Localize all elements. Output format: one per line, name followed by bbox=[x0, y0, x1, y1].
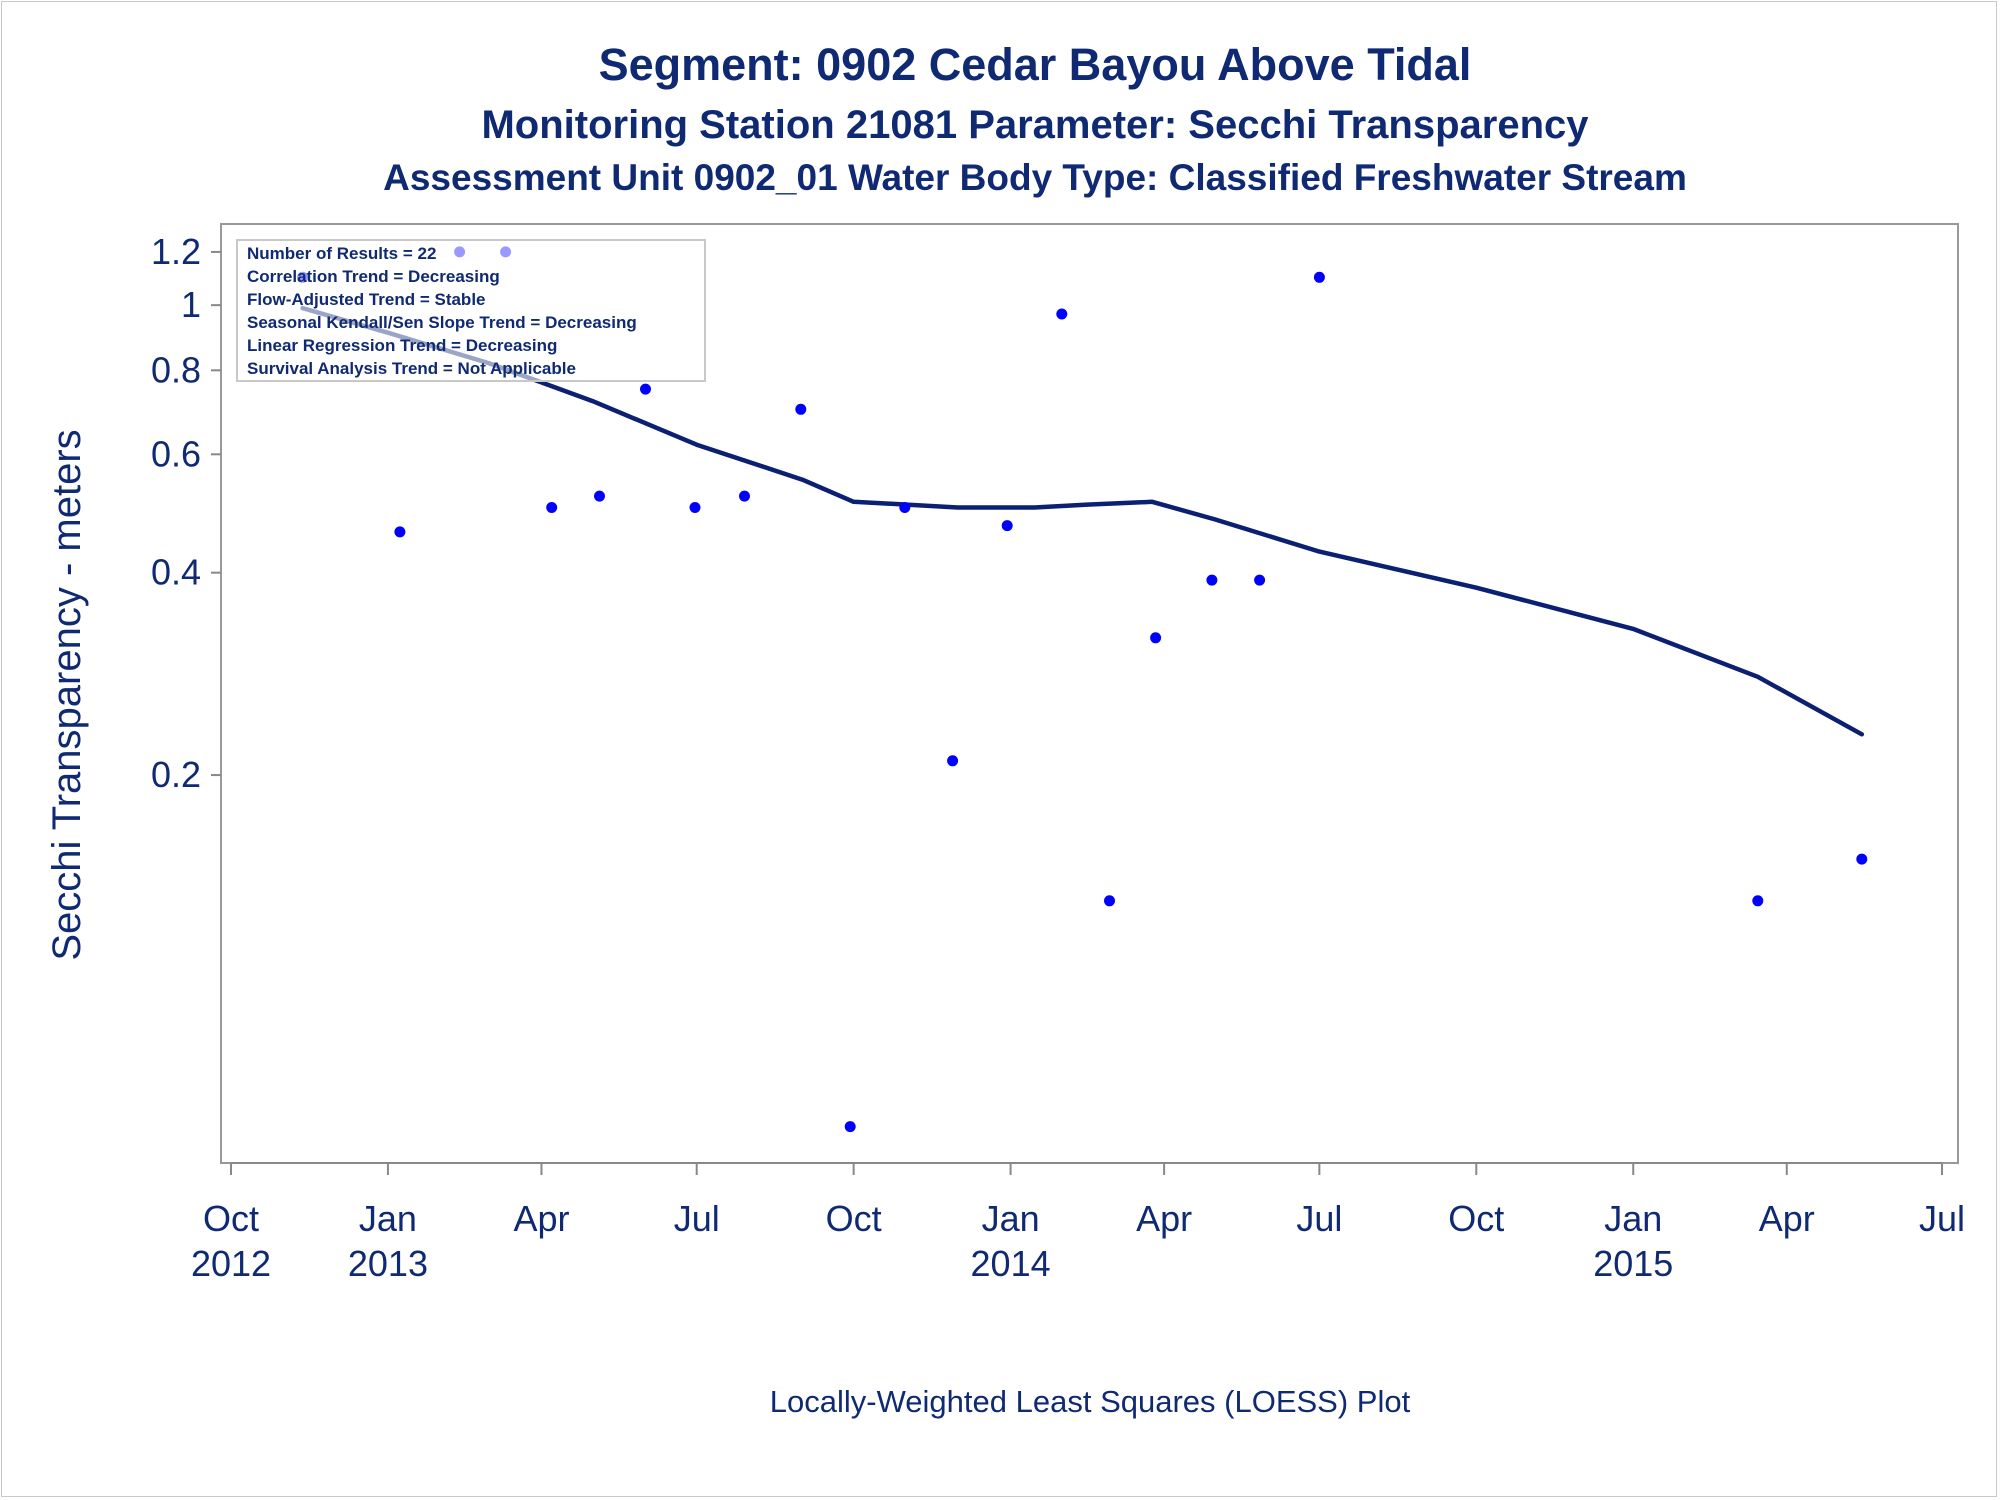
x-tick-label: Jul bbox=[1919, 1198, 1965, 1239]
y-tick-label: 1 bbox=[181, 284, 201, 325]
x-tick-year-label: 2013 bbox=[348, 1243, 428, 1284]
data-point bbox=[1856, 853, 1868, 865]
data-point bbox=[1056, 308, 1068, 320]
x-tick-year-label: 2012 bbox=[191, 1243, 271, 1284]
x-tick-label: Jan bbox=[359, 1198, 417, 1239]
y-tick-label: 0.8 bbox=[151, 349, 201, 390]
data-point bbox=[394, 526, 406, 538]
data-point bbox=[1150, 632, 1162, 644]
trend-legend-line: Seasonal Kendall/Sen Slope Trend = Decre… bbox=[247, 313, 637, 332]
x-tick-label: Jan bbox=[1604, 1198, 1662, 1239]
data-point bbox=[1752, 895, 1764, 907]
x-tick-label: Oct bbox=[826, 1198, 882, 1239]
trend-legend-line: Linear Regression Trend = Decreasing bbox=[247, 336, 557, 355]
x-tick-label: Apr bbox=[513, 1198, 569, 1239]
x-tick-year-label: 2014 bbox=[971, 1243, 1051, 1284]
x-tick-label: Apr bbox=[1759, 1198, 1815, 1239]
chart-footnote: Locally-Weighted Least Squares (LOESS) P… bbox=[770, 1384, 1411, 1419]
y-tick-label: 0.2 bbox=[151, 754, 201, 795]
trend-legend-box bbox=[236, 239, 706, 382]
data-point bbox=[1001, 520, 1013, 532]
data-point bbox=[1313, 271, 1325, 283]
data-point bbox=[739, 490, 750, 502]
x-tick-label: Apr bbox=[1136, 1198, 1192, 1239]
x-tick-label: Jul bbox=[674, 1198, 720, 1239]
data-point bbox=[594, 490, 605, 502]
y-axis: 1.2 1 0.8 0.6 0.4 0.2 bbox=[151, 231, 221, 795]
trend-legend-line: Survival Analysis Trend = Not Applicable bbox=[247, 359, 576, 378]
y-tick-label: 0.4 bbox=[151, 552, 201, 593]
loess-curve bbox=[300, 305, 1865, 737]
data-point bbox=[844, 1121, 856, 1133]
y-axis-title: Secchi Transparency - meters bbox=[45, 429, 89, 960]
chart-title: Segment: 0902 Cedar Bayou Above Tidal bbox=[599, 39, 1472, 90]
trend-legend: Number of Results = 22 Correlation Trend … bbox=[236, 239, 706, 382]
chart-subtitle: Monitoring Station 21081 Parameter: Secc… bbox=[481, 103, 1589, 147]
trend-legend-line: Number of Results = 22 bbox=[247, 244, 436, 263]
x-tick-label: Jul bbox=[1296, 1198, 1342, 1239]
data-point bbox=[795, 403, 807, 415]
data-point bbox=[546, 502, 558, 513]
x-tick-label: Jan bbox=[982, 1198, 1040, 1239]
data-point bbox=[640, 383, 651, 395]
data-point bbox=[947, 755, 959, 767]
trend-legend-line: Flow-Adjusted Trend = Stable bbox=[247, 290, 486, 309]
data-point bbox=[689, 502, 701, 513]
data-point bbox=[1254, 574, 1266, 586]
chart-subtitle-2: Assessment Unit 0902_01 Water Body Type:… bbox=[383, 157, 1687, 198]
x-tick-year-label: 2015 bbox=[1593, 1243, 1673, 1284]
data-point bbox=[1206, 574, 1218, 586]
data-point bbox=[899, 502, 911, 513]
y-tick-label: 1.2 bbox=[151, 231, 201, 272]
data-point bbox=[1104, 895, 1115, 907]
y-tick-label: 0.6 bbox=[151, 433, 201, 474]
loess-layer bbox=[300, 305, 1865, 737]
x-tick-label: Oct bbox=[1448, 1198, 1504, 1239]
x-tick-label: Oct bbox=[203, 1198, 259, 1239]
trend-legend-line: Correlation Trend = Decreasing bbox=[247, 267, 500, 286]
